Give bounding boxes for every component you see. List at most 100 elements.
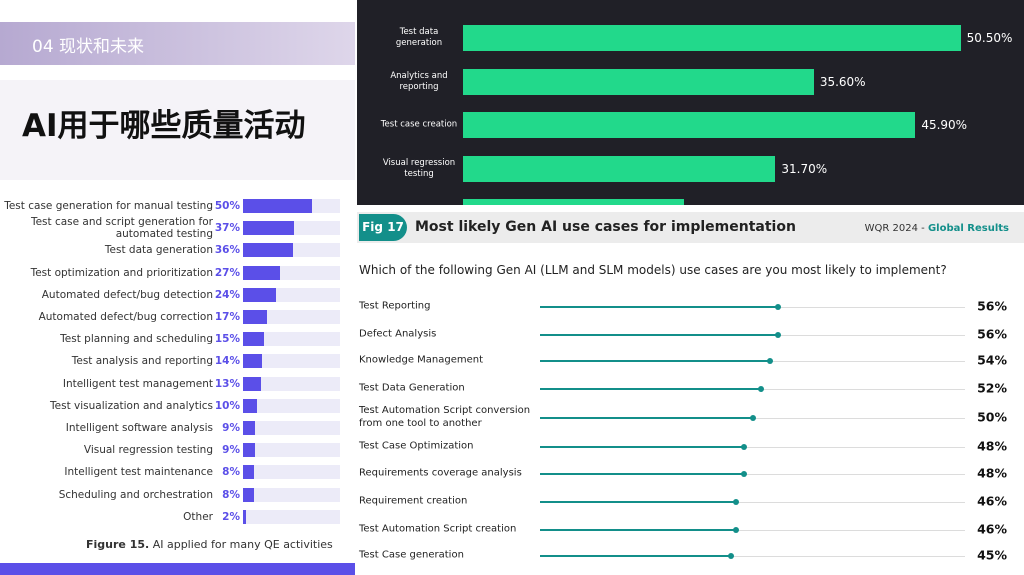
- bar: [243, 243, 293, 258]
- bar-track: [243, 398, 340, 413]
- value-label: 27%: [214, 266, 240, 279]
- dot: [766, 358, 773, 364]
- dark-chart: Test data generation 50.50% Analytics and …: [357, 0, 1024, 205]
- category-label: Test visualization and analytics: [50, 399, 213, 412]
- value-label: 17%: [214, 311, 240, 323]
- fig-title: Most likely Gen AI use cases for impleme…: [415, 219, 796, 235]
- bar-track: [243, 376, 340, 391]
- value-label: 50%: [214, 200, 240, 212]
- category-label: Test analysis and reporting: [71, 355, 213, 368]
- value-label: 48%: [977, 438, 1007, 454]
- category-label: Intelligent test management: [62, 377, 213, 390]
- value-label: 36%: [214, 244, 240, 257]
- bar: [243, 398, 257, 413]
- category-label: Test planning and scheduling: [60, 333, 213, 346]
- bar: [243, 465, 255, 480]
- fig-source: WQR 2024 - Global Results: [865, 223, 1009, 234]
- value-label: 48%: [977, 465, 1007, 481]
- category-label: Test case and script generation for auto…: [30, 216, 213, 241]
- stem: [540, 555, 732, 557]
- bar: [243, 332, 264, 347]
- question: Which of the following Gen AI (LLM and S…: [359, 263, 947, 277]
- track-line: [540, 474, 965, 475]
- value-label: 31.70%: [781, 161, 828, 176]
- bar: [463, 199, 684, 205]
- caption-label: Figure 15.: [86, 538, 150, 551]
- category-label: Test Automation Script conversion from o…: [359, 405, 531, 429]
- bar: [243, 509, 246, 524]
- bar: [243, 443, 256, 458]
- caption-text: AI applied for many QE activities: [152, 538, 333, 551]
- category-label: Other: [183, 510, 213, 523]
- bar-track: [243, 487, 340, 502]
- bar: [243, 376, 261, 391]
- category-label: Analytics and reporting: [390, 70, 448, 92]
- value-label: 45.90%: [921, 118, 968, 133]
- stem: [540, 360, 770, 362]
- category-label: Test Reporting: [359, 300, 431, 312]
- category-label: Test case creation: [380, 119, 458, 130]
- bar: [243, 287, 277, 302]
- bar: [463, 25, 961, 51]
- dot: [775, 304, 781, 310]
- track-line: [540, 530, 965, 531]
- dot: [728, 553, 735, 559]
- track-line: [540, 556, 965, 557]
- bar: [243, 265, 281, 280]
- bar: [463, 112, 916, 139]
- dot: [741, 444, 747, 450]
- value-label: 50.50%: [966, 31, 1013, 45]
- stem: [540, 446, 744, 448]
- section-band: [0, 22, 355, 65]
- bar-track: [243, 354, 340, 369]
- value-label: 52%: [977, 380, 1007, 396]
- heading-panel: [0, 80, 355, 180]
- stem: [540, 473, 744, 475]
- category-label: Visual regression testing: [382, 157, 456, 179]
- category-label: Visual regression testing: [83, 444, 213, 457]
- value-label: 24%: [214, 288, 240, 301]
- category-label: Requirement creation: [359, 495, 468, 507]
- bar: [463, 68, 814, 95]
- track-line: [540, 447, 965, 448]
- value-label: 56%: [977, 298, 1007, 314]
- bar-track: [243, 310, 340, 324]
- stem: [540, 388, 761, 390]
- bar: [243, 421, 256, 435]
- category-label: Test case generation for manual testing: [4, 200, 213, 212]
- value-label: 35.60%: [819, 74, 866, 89]
- bar: [243, 310, 267, 324]
- value-label: 15%: [214, 333, 240, 346]
- dot: [732, 499, 739, 505]
- bar-track: [243, 421, 340, 435]
- category-label: Scheduling and orchestration: [58, 488, 213, 501]
- bar-track: [243, 465, 340, 480]
- fig-header: [357, 212, 1024, 243]
- bar: [243, 487, 255, 502]
- dot: [749, 415, 756, 421]
- section-title: 04 现状和未来: [32, 37, 145, 57]
- value-label: 9%: [222, 444, 240, 457]
- bar: [243, 199, 313, 213]
- category-label: Test Case generation: [359, 549, 464, 561]
- source: WQR 2024 -: [864, 223, 928, 234]
- source-highlight: Global Results: [927, 223, 1009, 234]
- value-label: 54%: [977, 352, 1007, 368]
- value-label: 13%: [214, 377, 240, 390]
- category-label: Test data generation: [104, 244, 213, 257]
- value-label: 46%: [977, 521, 1007, 537]
- category-label: Automated defect/bug detection: [41, 288, 213, 301]
- bar-track: [243, 509, 340, 524]
- bar: [243, 221, 295, 236]
- dot: [741, 471, 747, 477]
- caption: Figure 15. AI applied for many QE activi…: [86, 538, 333, 551]
- category-label: Requirements coverage analysis: [359, 467, 522, 479]
- value-label: 10%: [214, 399, 240, 412]
- category-label: Test optimization and prioritization: [30, 266, 213, 279]
- value-label: 37%: [214, 222, 240, 235]
- value-label: 14%: [214, 355, 240, 368]
- category-label: Intelligent software analysis: [65, 422, 213, 434]
- heading: AI用于哪些质量活动: [22, 108, 306, 144]
- value-label: 8%: [222, 488, 240, 501]
